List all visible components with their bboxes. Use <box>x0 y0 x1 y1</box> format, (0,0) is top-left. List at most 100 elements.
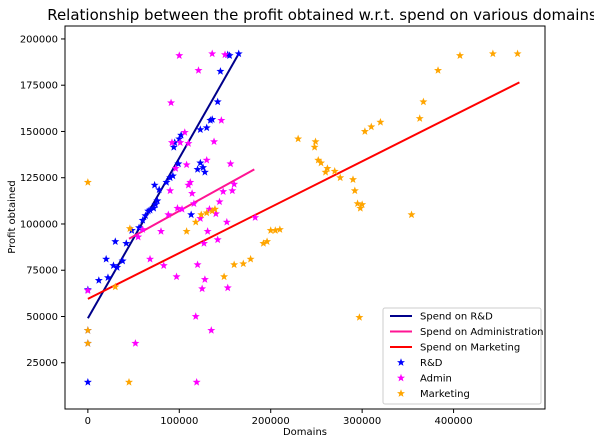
scatter-point <box>196 158 205 167</box>
scatter-point <box>407 210 416 219</box>
scatter-point <box>125 377 133 386</box>
scatter-point <box>182 160 191 169</box>
scatter-point <box>125 224 134 232</box>
scatter-point <box>188 189 197 197</box>
scatter-point <box>168 171 177 180</box>
scatter-point <box>194 66 203 74</box>
scatter-point <box>207 326 216 334</box>
scatter-point <box>263 237 272 245</box>
legend-entry: Admin <box>420 374 452 385</box>
scatter-point <box>141 211 150 220</box>
scatter-point <box>221 50 229 59</box>
scatter-point <box>367 122 376 131</box>
scatter-points <box>83 49 522 386</box>
scatter-point <box>239 259 248 268</box>
scatter-point <box>198 284 207 293</box>
scatter-point <box>208 206 217 215</box>
x-tick-label: 0 <box>85 416 91 427</box>
scatter-point <box>350 186 359 195</box>
scatter-point <box>259 239 268 247</box>
scatter-point <box>358 200 367 208</box>
scatter-point <box>83 326 92 334</box>
scatter-point <box>356 204 365 212</box>
scatter-point <box>155 185 164 194</box>
scatter-point <box>189 199 198 208</box>
scatter-point <box>226 159 235 168</box>
scatter-point <box>246 254 255 263</box>
y-tick-label: 50000 <box>26 312 58 323</box>
scatter-point <box>202 208 211 217</box>
scatter-point <box>111 237 120 245</box>
scatter-point <box>192 377 201 386</box>
scatter-point <box>271 226 280 234</box>
scatter-point <box>144 206 153 215</box>
scatter-point <box>210 204 219 213</box>
scatter-point <box>131 339 140 347</box>
scatter-point <box>113 263 122 271</box>
scatter-point <box>193 260 202 269</box>
scatter-point <box>294 134 303 143</box>
scatter-point <box>355 313 364 321</box>
scatter-point <box>102 254 111 263</box>
scatter-point <box>187 210 196 219</box>
scatter-point <box>164 210 173 219</box>
scatter-point <box>275 225 284 233</box>
chart-title: Relationship between the profit obtained… <box>47 6 594 24</box>
scatter-point <box>317 158 325 167</box>
scatter-point <box>151 200 160 208</box>
legend-box <box>382 307 542 405</box>
scatter-point <box>208 115 217 123</box>
scatter-point <box>330 167 339 175</box>
scatter-point <box>134 232 143 241</box>
x-axis-label: Domains <box>283 427 327 438</box>
legend-entry: Spend on R&D <box>420 312 493 323</box>
scatter-point <box>146 254 155 263</box>
scatter-point <box>111 282 120 291</box>
scatter-point <box>122 239 131 247</box>
scatter-point <box>191 312 200 320</box>
scatter-point <box>513 49 522 58</box>
scatter-point <box>353 199 362 208</box>
scatter-point <box>200 275 209 283</box>
fit-lines <box>87 53 520 319</box>
legend-marker-swatch <box>397 389 405 397</box>
scatter-point <box>176 138 185 146</box>
scatter-point <box>210 137 219 146</box>
scatter-point <box>376 118 385 126</box>
scatter-point <box>157 227 165 235</box>
scatter-point <box>314 155 323 164</box>
scatter-point <box>199 239 208 247</box>
scatter-point <box>336 173 345 182</box>
scatter-point <box>167 98 176 107</box>
scatter-point <box>419 97 428 106</box>
x-tick-label: 200000 <box>252 416 290 427</box>
scatter-point <box>213 97 222 106</box>
x-tick-label: 300000 <box>343 416 381 427</box>
fit-line <box>128 168 255 240</box>
y-tick-label: 25000 <box>26 358 58 369</box>
scatter-point <box>153 196 162 205</box>
scatter-point <box>83 178 92 186</box>
y-tick-label: 200000 <box>20 34 58 45</box>
scatter-point <box>455 51 464 59</box>
legend-entry: Spend on Marketing <box>420 343 520 354</box>
scatter-point <box>222 217 231 226</box>
scatter-point <box>251 213 260 221</box>
scatter-point <box>175 51 184 59</box>
scatter-point <box>177 130 186 139</box>
scatter-point <box>135 223 144 232</box>
scatter-point <box>311 137 320 146</box>
scatter-point <box>103 273 112 282</box>
scatter-point <box>220 272 229 281</box>
scatter-point <box>230 260 239 269</box>
scatter-point <box>171 164 180 172</box>
scatter-point <box>219 187 228 195</box>
scatter-point <box>166 173 175 182</box>
scatter-point <box>266 226 275 234</box>
y-tick-label: 150000 <box>20 127 58 138</box>
scatter-point <box>174 159 183 168</box>
scatter-point <box>211 209 220 218</box>
x-tick-label: 100000 <box>160 416 198 427</box>
scatter-point <box>217 116 226 124</box>
